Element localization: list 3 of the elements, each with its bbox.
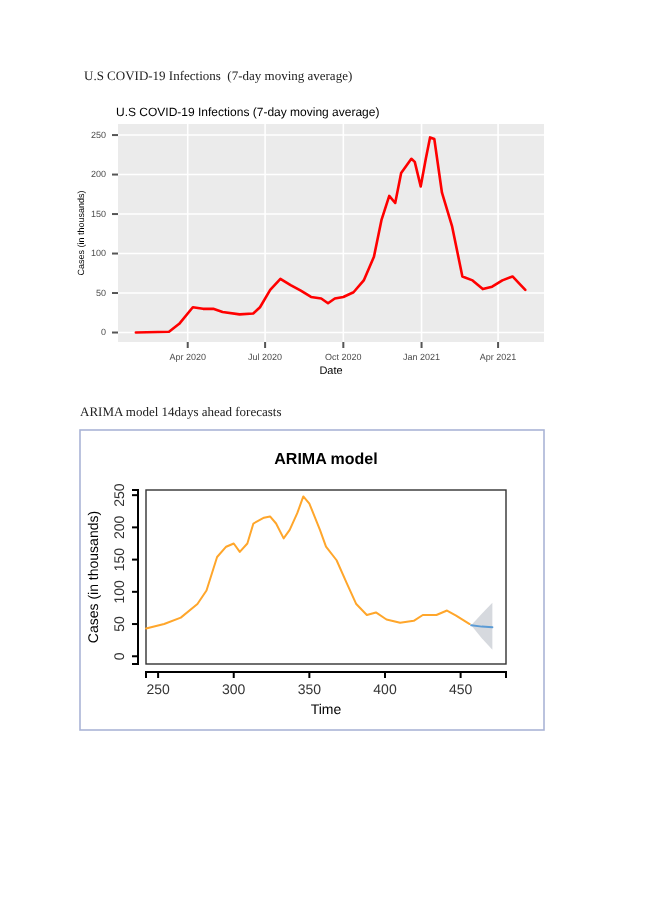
line-series bbox=[145, 495, 471, 630]
line-series bbox=[134, 136, 527, 334]
chart-title: ARIMA model bbox=[274, 450, 378, 468]
